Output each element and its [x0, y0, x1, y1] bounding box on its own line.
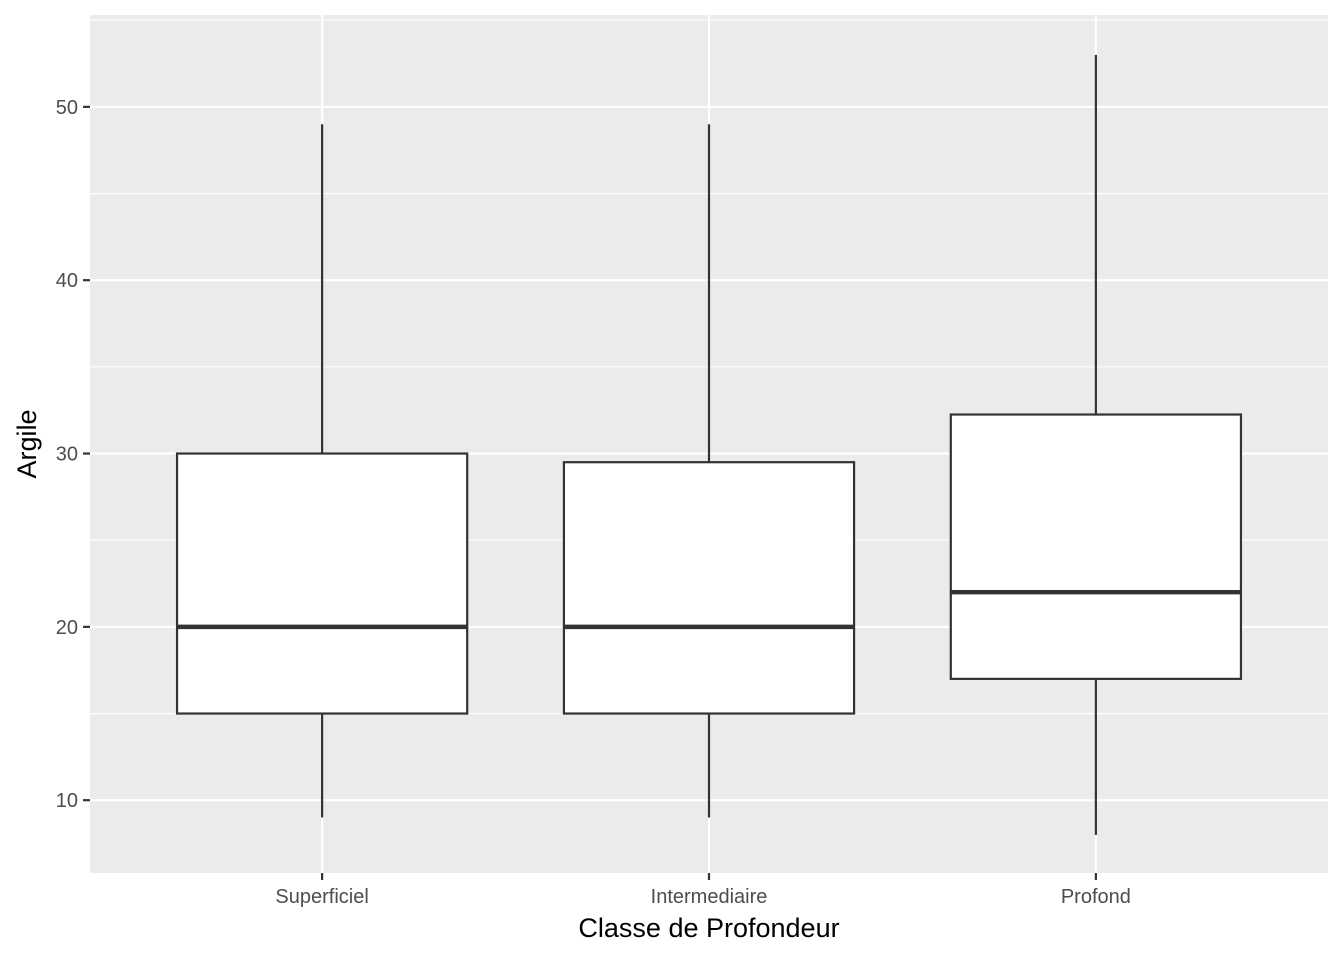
- y-tick-label: 50: [56, 97, 78, 119]
- x-tick-label: Profond: [1061, 886, 1131, 908]
- y-tick-label: 40: [56, 270, 78, 292]
- box-series: [175, 54, 1243, 835]
- y-axis: 10 20 30 40 50: [56, 97, 90, 812]
- box-group: [562, 124, 856, 818]
- y-tick-label: 20: [56, 617, 78, 639]
- box-iqr: [562, 461, 856, 715]
- box-group: [949, 54, 1243, 835]
- x-axis: Superficiel Intermediaire Profond: [275, 873, 1131, 908]
- box-group: [175, 124, 469, 818]
- x-tick-label: Intermediaire: [651, 886, 768, 908]
- y-tick-label: 10: [56, 790, 78, 812]
- x-axis-title: Classe de Profondeur: [578, 913, 839, 943]
- y-tick-label: 30: [56, 444, 78, 466]
- box-iqr: [175, 452, 469, 715]
- y-axis-title: Argile: [12, 409, 42, 478]
- box-iqr: [949, 413, 1243, 680]
- x-tick-label: Superficiel: [275, 886, 368, 908]
